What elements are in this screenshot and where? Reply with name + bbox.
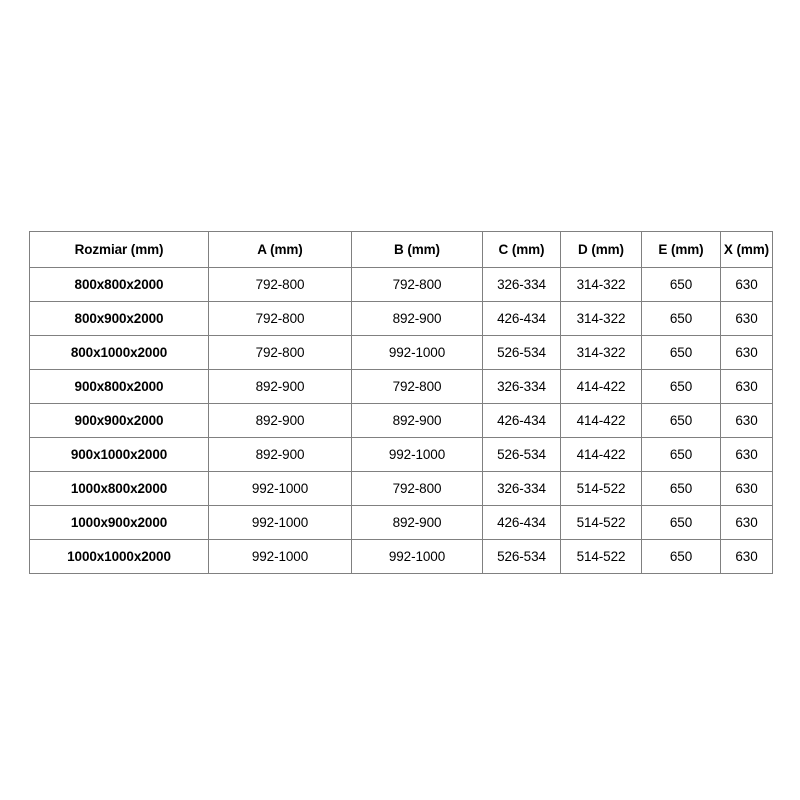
cell-a: 892-900 [208, 403, 352, 438]
cell-a: 792-800 [208, 301, 352, 336]
cell-size: 800x800x2000 [29, 267, 209, 302]
cell-x: 630 [720, 471, 773, 506]
cell-size: 1000x900x2000 [29, 505, 209, 540]
cell-b: 892-900 [351, 505, 483, 540]
table-row: 900x1000x2000 892-900 992-1000 526-534 4… [29, 437, 773, 472]
cell-c: 426-434 [482, 301, 561, 336]
cell-size: 900x1000x2000 [29, 437, 209, 472]
cell-c: 326-334 [482, 369, 561, 404]
table-body: 800x800x2000 792-800 792-800 326-334 314… [29, 267, 773, 574]
cell-d: 414-422 [560, 369, 642, 404]
cell-a: 992-1000 [208, 539, 352, 574]
cell-d: 314-322 [560, 267, 642, 302]
cell-size: 1000x1000x2000 [29, 539, 209, 574]
cell-b: 792-800 [351, 267, 483, 302]
cell-c: 526-534 [482, 539, 561, 574]
cell-e: 650 [641, 539, 721, 574]
table-row: 800x800x2000 792-800 792-800 326-334 314… [29, 267, 773, 302]
table-row: 900x800x2000 892-900 792-800 326-334 414… [29, 369, 773, 404]
cell-x: 630 [720, 301, 773, 336]
cell-e: 650 [641, 403, 721, 438]
cell-a: 992-1000 [208, 471, 352, 506]
column-header-b: B (mm) [351, 231, 483, 268]
cell-size: 1000x800x2000 [29, 471, 209, 506]
cell-x: 630 [720, 403, 773, 438]
column-header-a: A (mm) [208, 231, 352, 268]
cell-e: 650 [641, 471, 721, 506]
cell-size: 900x900x2000 [29, 403, 209, 438]
table-row: 1000x900x2000 992-1000 892-900 426-434 5… [29, 505, 773, 540]
spec-table-container: Rozmiar (mm) A (mm) B (mm) C (mm) D (mm)… [29, 231, 773, 574]
cell-x: 630 [720, 369, 773, 404]
cell-b: 992-1000 [351, 437, 483, 472]
cell-a: 892-900 [208, 437, 352, 472]
table-row: 1000x1000x2000 992-1000 992-1000 526-534… [29, 539, 773, 574]
cell-b: 992-1000 [351, 539, 483, 574]
cell-b: 792-800 [351, 369, 483, 404]
cell-d: 314-322 [560, 335, 642, 370]
cell-d: 514-522 [560, 539, 642, 574]
cell-x: 630 [720, 267, 773, 302]
cell-e: 650 [641, 369, 721, 404]
table-row: 900x900x2000 892-900 892-900 426-434 414… [29, 403, 773, 438]
cell-d: 514-522 [560, 471, 642, 506]
cell-c: 526-534 [482, 335, 561, 370]
cell-e: 650 [641, 267, 721, 302]
cell-a: 792-800 [208, 267, 352, 302]
cell-x: 630 [720, 437, 773, 472]
cell-e: 650 [641, 301, 721, 336]
cell-x: 630 [720, 539, 773, 574]
cell-c: 326-334 [482, 267, 561, 302]
cell-e: 650 [641, 437, 721, 472]
cell-e: 650 [641, 505, 721, 540]
cell-c: 326-334 [482, 471, 561, 506]
column-header-x: X (mm) [720, 231, 773, 268]
table-header-row: Rozmiar (mm) A (mm) B (mm) C (mm) D (mm)… [29, 231, 773, 268]
cell-d: 514-522 [560, 505, 642, 540]
cell-x: 630 [720, 335, 773, 370]
cell-b: 892-900 [351, 301, 483, 336]
table-row: 1000x800x2000 992-1000 792-800 326-334 5… [29, 471, 773, 506]
table-row: 800x1000x2000 792-800 992-1000 526-534 3… [29, 335, 773, 370]
column-header-size: Rozmiar (mm) [29, 231, 209, 268]
cell-d: 414-422 [560, 437, 642, 472]
column-header-e: E (mm) [641, 231, 721, 268]
column-header-c: C (mm) [482, 231, 561, 268]
cell-c: 426-434 [482, 505, 561, 540]
cell-size: 800x900x2000 [29, 301, 209, 336]
cell-b: 892-900 [351, 403, 483, 438]
cell-c: 526-534 [482, 437, 561, 472]
cell-a: 992-1000 [208, 505, 352, 540]
cell-size: 800x1000x2000 [29, 335, 209, 370]
cell-a: 892-900 [208, 369, 352, 404]
table-row: 800x900x2000 792-800 892-900 426-434 314… [29, 301, 773, 336]
cell-x: 630 [720, 505, 773, 540]
cell-d: 314-322 [560, 301, 642, 336]
cell-c: 426-434 [482, 403, 561, 438]
cell-a: 792-800 [208, 335, 352, 370]
cell-e: 650 [641, 335, 721, 370]
table-header: Rozmiar (mm) A (mm) B (mm) C (mm) D (mm)… [29, 231, 773, 268]
column-header-d: D (mm) [560, 231, 642, 268]
cell-d: 414-422 [560, 403, 642, 438]
dimensions-table: Rozmiar (mm) A (mm) B (mm) C (mm) D (mm)… [29, 231, 773, 574]
cell-b: 992-1000 [351, 335, 483, 370]
cell-size: 900x800x2000 [29, 369, 209, 404]
cell-b: 792-800 [351, 471, 483, 506]
